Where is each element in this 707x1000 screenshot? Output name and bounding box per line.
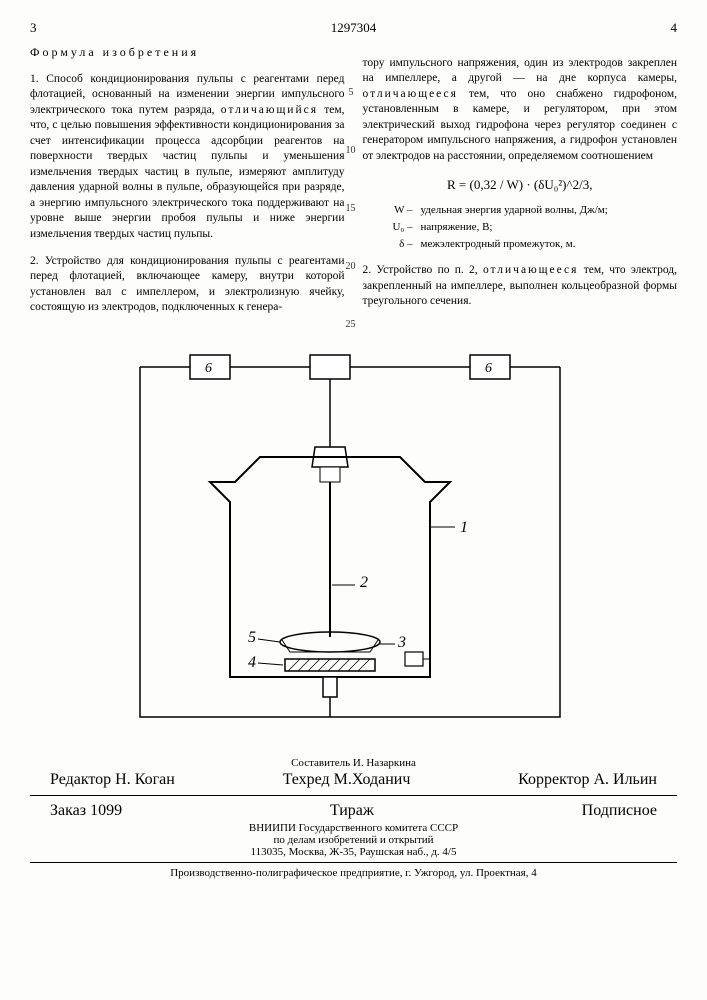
org1: ВНИИПИ Государственного комитета СССР: [30, 822, 677, 834]
claim-1-left: 1. Способ кондиционирования пульпы с реа…: [30, 72, 345, 243]
line-num-20: 20: [346, 260, 356, 274]
claim-2-left: 2. Устройство для кондиционирования пуль…: [30, 254, 345, 316]
label-4: 4: [248, 654, 256, 671]
printer: Производственно-полиграфическое предприя…: [30, 867, 677, 879]
corrector: Корректор А. Ильин: [518, 771, 657, 789]
address: 113035, Москва, Ж-35, Раушская наб., д. …: [30, 846, 677, 858]
org2: по делам изобретений и открытий: [30, 834, 677, 846]
line-num-5: 5: [349, 86, 354, 100]
label-2: 2: [360, 574, 368, 591]
page: 3 1297304 4 Формула изобретения 1. Спосо…: [0, 0, 707, 1000]
label-3: 3: [397, 634, 406, 651]
left-page-num: 3: [30, 20, 37, 36]
compiler: Составитель И. Назаркина: [30, 757, 677, 769]
distinct-word-3: отличающееся: [483, 264, 578, 276]
line-num-15: 15: [346, 202, 356, 216]
right-column: 5 10 15 20 25 тору импульсного напряжени…: [363, 44, 678, 327]
credit-row: Редактор Н. Коган Техред М.Ходанич Корре…: [30, 769, 677, 791]
document-number: 1297304: [331, 20, 377, 36]
order: Заказ 1099: [50, 802, 122, 820]
apparatus-diagram: 6 6 1 2 3 5: [30, 337, 677, 757]
line-num-10: 10: [346, 144, 356, 158]
line-num-25: 25: [346, 318, 356, 332]
editor: Редактор Н. Коган: [50, 771, 175, 789]
formula-title: Формула изобретения: [30, 44, 345, 60]
distinct-word-2: отличающееся: [363, 88, 458, 100]
order-row: Заказ 1099 Тираж Подписное: [30, 800, 677, 822]
left-column: Формула изобретения 1. Способ кондициони…: [30, 44, 345, 327]
label-6l: 6: [205, 361, 212, 376]
signed: Подписное: [582, 802, 657, 820]
tirage: Тираж: [330, 802, 374, 820]
footer: Составитель И. Назаркина Редактор Н. Ког…: [30, 757, 677, 879]
right-page-num: 4: [671, 20, 678, 36]
diagram-svg: 6 6 1 2 3 5: [30, 337, 670, 757]
claim-1-right: тору импульсного напряжения, один из эле…: [363, 56, 678, 165]
distinct-word: отличающийся: [221, 104, 318, 116]
header-row: 3 1297304 4: [30, 20, 677, 36]
definitions: W –удельная энергия ударной волны, Дж/м;…: [383, 203, 678, 252]
label-6r: 6: [485, 361, 492, 376]
text-columns: Формула изобретения 1. Способ кондициони…: [30, 44, 677, 327]
label-5: 5: [248, 629, 256, 646]
math-formula: R = (0,32 / W) · (δU₀²)^2/3,: [363, 176, 678, 194]
claim-2-right: 2. Устройство по п. 2, отличающееся тем,…: [363, 263, 678, 310]
techred: Техред М.Ходанич: [283, 771, 411, 789]
label-1: 1: [460, 519, 468, 536]
